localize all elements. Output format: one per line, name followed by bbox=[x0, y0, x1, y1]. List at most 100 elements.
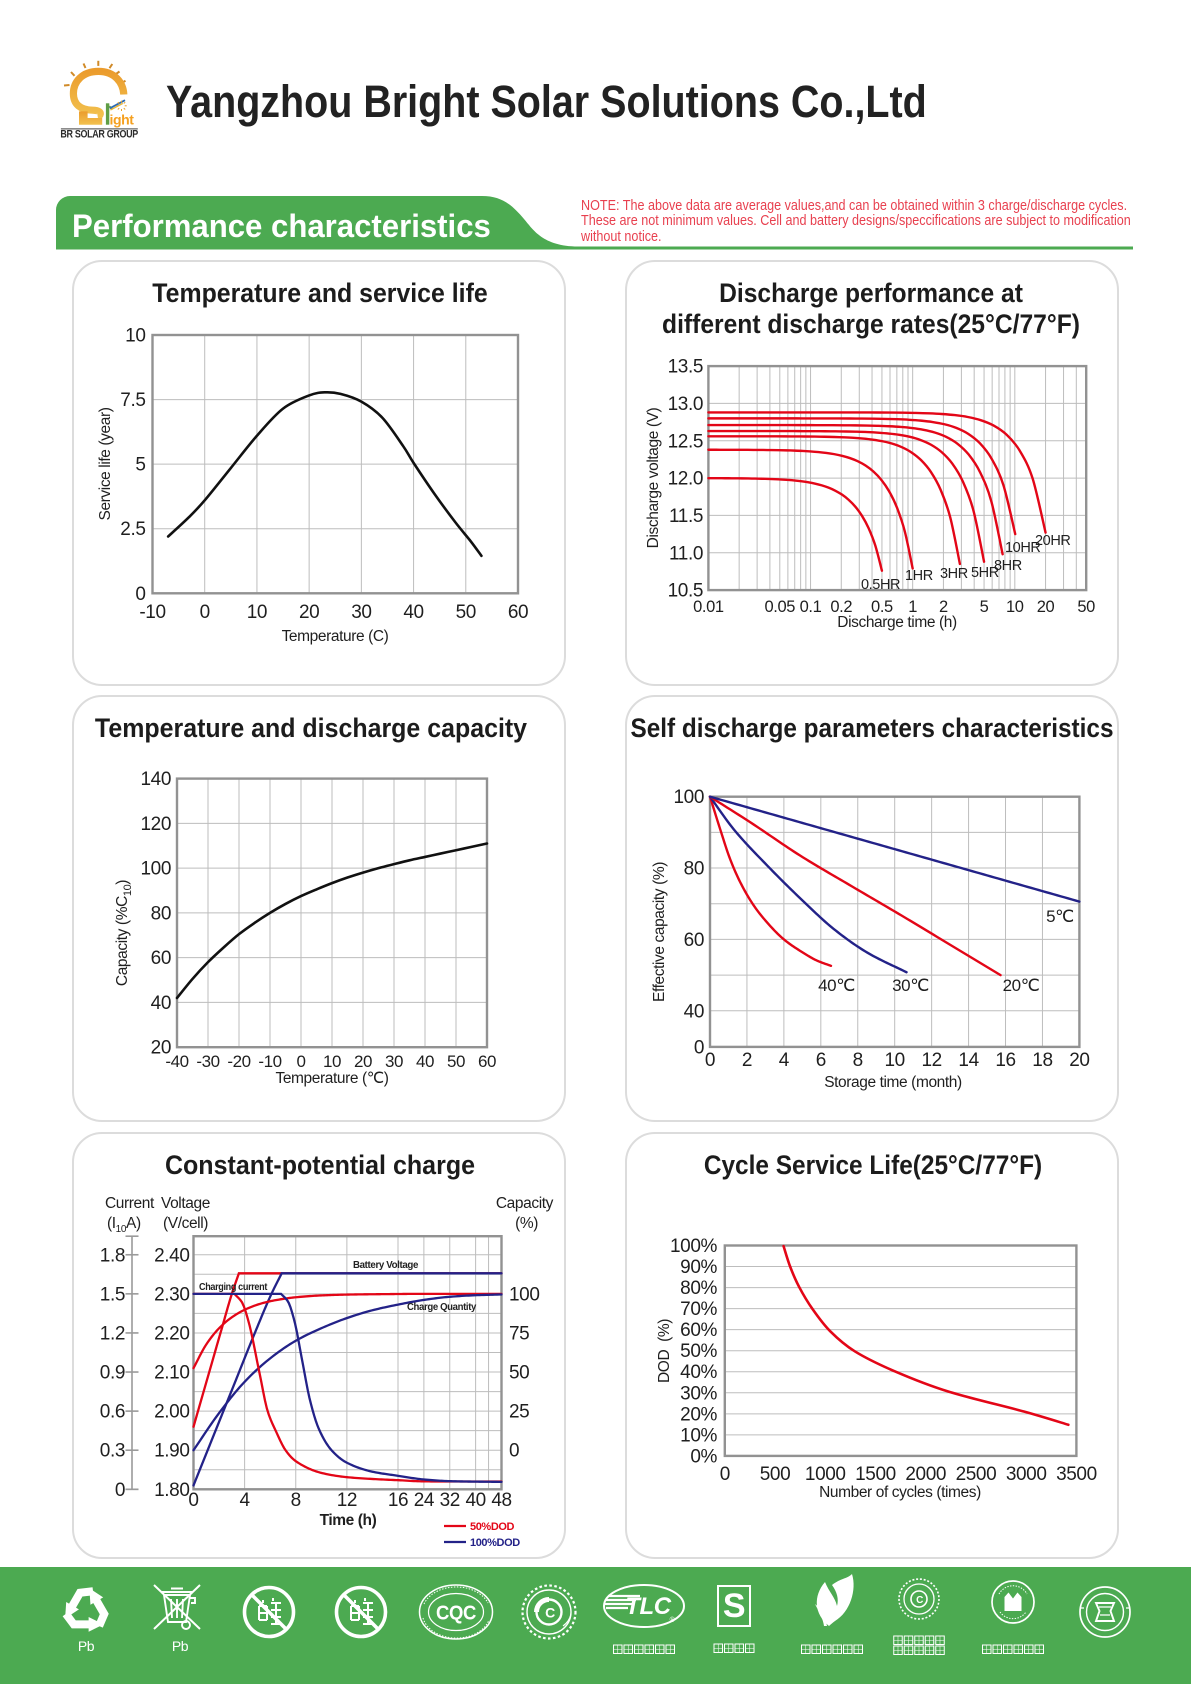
svg-text:40: 40 bbox=[416, 1052, 434, 1071]
svg-text:C: C bbox=[916, 1595, 923, 1606]
svg-text:10.5: 10.5 bbox=[668, 581, 703, 602]
svg-text:80%: 80% bbox=[680, 1278, 717, 1299]
svg-text:TLC: TLC bbox=[625, 1593, 672, 1620]
svg-text:8HR: 8HR bbox=[994, 558, 1022, 574]
svg-text:Effective capacity (%): Effective capacity (%) bbox=[651, 862, 668, 1002]
svg-text:500: 500 bbox=[760, 1464, 791, 1485]
svg-text:1.90: 1.90 bbox=[154, 1441, 189, 1462]
svg-text:8: 8 bbox=[853, 1050, 863, 1071]
svg-text:-40: -40 bbox=[165, 1052, 188, 1071]
svg-text:5: 5 bbox=[980, 598, 989, 616]
svg-text:-10: -10 bbox=[139, 602, 165, 623]
svg-text:(I10A): (I10A) bbox=[107, 1215, 141, 1235]
svg-text:10: 10 bbox=[885, 1050, 905, 1071]
svg-text:5℃: 5℃ bbox=[1046, 907, 1074, 926]
svg-text:100%: 100% bbox=[670, 1236, 718, 1257]
svg-text:1.8: 1.8 bbox=[100, 1245, 125, 1266]
svg-text:40%: 40% bbox=[680, 1362, 717, 1383]
svg-text:Number of cycles (times): Number of cycles (times) bbox=[819, 1484, 981, 1501]
svg-text:3000: 3000 bbox=[1006, 1464, 1047, 1485]
svg-text:16: 16 bbox=[995, 1050, 1015, 1071]
svg-text:0: 0 bbox=[200, 602, 210, 623]
svg-text:5: 5 bbox=[135, 455, 145, 476]
svg-text:50: 50 bbox=[456, 602, 476, 623]
svg-text:50%: 50% bbox=[680, 1341, 717, 1362]
svg-text:48: 48 bbox=[491, 1490, 511, 1511]
svg-text:2500: 2500 bbox=[956, 1464, 997, 1485]
svg-text:2: 2 bbox=[939, 598, 948, 616]
svg-text:Battery Voltage: Battery Voltage bbox=[353, 1259, 419, 1271]
svg-text:0: 0 bbox=[115, 1480, 125, 1501]
svg-text:12: 12 bbox=[921, 1050, 941, 1071]
svg-text:10HR: 10HR bbox=[1005, 540, 1040, 556]
svg-text:BR SOLAR GROUP: BR SOLAR GROUP bbox=[60, 129, 138, 141]
svg-text:140: 140 bbox=[140, 769, 171, 790]
svg-text:-30: -30 bbox=[196, 1052, 219, 1071]
svg-text:50: 50 bbox=[1077, 598, 1095, 616]
svg-text:14: 14 bbox=[958, 1050, 979, 1071]
svg-text:0.3: 0.3 bbox=[100, 1441, 125, 1462]
svg-text:50: 50 bbox=[509, 1363, 529, 1384]
svg-text:13.0: 13.0 bbox=[668, 394, 703, 415]
svg-text:12.0: 12.0 bbox=[668, 469, 703, 490]
svg-text:120: 120 bbox=[140, 814, 171, 835]
svg-text:1: 1 bbox=[908, 598, 917, 616]
svg-text:2.30: 2.30 bbox=[154, 1284, 189, 1305]
svg-text:11.5: 11.5 bbox=[669, 506, 703, 527]
svg-text:5HR: 5HR bbox=[971, 565, 999, 581]
svg-text:60%: 60% bbox=[680, 1320, 717, 1341]
svg-text:0.05: 0.05 bbox=[765, 598, 796, 616]
svg-text:1.80: 1.80 bbox=[154, 1480, 189, 1501]
svg-text:25: 25 bbox=[509, 1402, 529, 1423]
svg-text:2.10: 2.10 bbox=[154, 1363, 189, 1384]
svg-text:10%: 10% bbox=[680, 1425, 717, 1446]
svg-text:1.5: 1.5 bbox=[100, 1284, 125, 1305]
svg-text:10: 10 bbox=[323, 1052, 341, 1071]
svg-text:ight: ight bbox=[110, 111, 135, 127]
svg-text:75: 75 bbox=[509, 1323, 529, 1344]
svg-text:60: 60 bbox=[684, 930, 704, 951]
svg-text:10: 10 bbox=[1006, 598, 1024, 616]
svg-text:0%: 0% bbox=[690, 1446, 717, 1467]
svg-text:0.01: 0.01 bbox=[693, 598, 724, 616]
svg-text:0: 0 bbox=[135, 584, 145, 605]
svg-text:20: 20 bbox=[1069, 1050, 1089, 1071]
svg-text:1500: 1500 bbox=[855, 1464, 896, 1485]
svg-text:Voltage: Voltage bbox=[161, 1195, 210, 1212]
svg-text:2: 2 bbox=[742, 1050, 752, 1071]
svg-text:3500: 3500 bbox=[1056, 1464, 1097, 1485]
svg-text:1HR: 1HR bbox=[905, 568, 933, 584]
svg-text:12: 12 bbox=[337, 1490, 357, 1511]
svg-text:0.1: 0.1 bbox=[800, 598, 822, 616]
svg-text:(%): (%) bbox=[515, 1215, 538, 1232]
svg-text:0: 0 bbox=[705, 1050, 715, 1071]
svg-text:6: 6 bbox=[816, 1050, 826, 1071]
svg-text:70%: 70% bbox=[680, 1299, 717, 1320]
svg-text:Capacity (%C10): Capacity (%C10) bbox=[114, 880, 134, 986]
svg-text:Charge Quantity: Charge Quantity bbox=[407, 1301, 477, 1313]
svg-text:2.5: 2.5 bbox=[120, 519, 145, 540]
svg-text:50%DOD: 50%DOD bbox=[470, 1521, 515, 1533]
svg-text:1.2: 1.2 bbox=[100, 1323, 125, 1344]
svg-text:0: 0 bbox=[296, 1052, 305, 1071]
svg-text:12.5: 12.5 bbox=[668, 431, 703, 452]
svg-text:4: 4 bbox=[779, 1050, 790, 1071]
svg-text:Storage time (month): Storage time (month) bbox=[824, 1074, 962, 1091]
svg-text:40℃: 40℃ bbox=[818, 976, 855, 995]
svg-text:0.6: 0.6 bbox=[100, 1402, 125, 1423]
svg-text:Pb: Pb bbox=[78, 1638, 95, 1654]
svg-text:40: 40 bbox=[403, 602, 423, 623]
svg-text:3HR: 3HR bbox=[940, 566, 968, 582]
svg-text:-20: -20 bbox=[227, 1052, 250, 1071]
svg-text:2000: 2000 bbox=[905, 1464, 946, 1485]
svg-text:Charging current: Charging current bbox=[199, 1281, 268, 1293]
svg-text:20: 20 bbox=[151, 1038, 171, 1059]
svg-text:0: 0 bbox=[509, 1441, 519, 1462]
svg-text:Temperature (C): Temperature (C) bbox=[282, 628, 389, 645]
svg-text:30: 30 bbox=[385, 1052, 403, 1071]
svg-text:0.5HR: 0.5HR bbox=[861, 577, 900, 593]
svg-text:DOD (%): DOD (%) bbox=[656, 1319, 673, 1383]
svg-text:8: 8 bbox=[291, 1490, 301, 1511]
svg-text:CQC: CQC bbox=[436, 1603, 476, 1625]
svg-text:1000: 1000 bbox=[805, 1464, 846, 1485]
